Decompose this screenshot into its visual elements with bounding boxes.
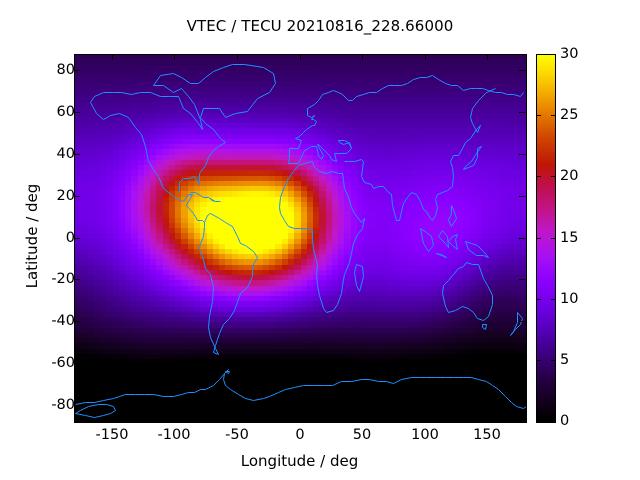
y-tick-right	[519, 70, 525, 71]
colorbar-tick-right	[551, 115, 556, 116]
x-tick-bottom	[237, 415, 238, 421]
x-tick-top	[362, 54, 363, 60]
colorbar-tick-label: 15	[560, 230, 579, 246]
y-tick-left	[74, 196, 80, 197]
y-tick-right	[519, 196, 525, 197]
y-tick-left	[74, 154, 80, 155]
colorbar-tick-label: 30	[560, 46, 579, 62]
y-tick-left	[74, 70, 80, 71]
y-tick-left	[74, 363, 80, 364]
x-tick-top	[112, 54, 113, 60]
y-tick-right	[519, 279, 525, 280]
x-tick-bottom	[300, 415, 301, 421]
y-tick-right	[519, 363, 525, 364]
y-tick-left	[74, 238, 80, 239]
x-tick-top	[487, 54, 488, 60]
y-tick-label: -20	[51, 271, 75, 287]
y-tick-right	[519, 321, 525, 322]
y-tick-label: 20	[56, 188, 75, 204]
y-tick-label: -60	[51, 355, 75, 371]
colorbar-tick-left	[536, 238, 541, 239]
colorbar-tick-right	[551, 299, 556, 300]
x-tick-label: -50	[225, 427, 249, 443]
colorbar-tick-label: 20	[560, 168, 579, 184]
y-tick-right	[519, 405, 525, 406]
y-axis-label: Latitude / deg	[23, 183, 41, 289]
y-tick-left	[74, 321, 80, 322]
page-title: VTEC / TECU 20210816_228.66000	[186, 17, 454, 35]
y-tick-label: 80	[56, 62, 75, 78]
colorbar-tick-right	[551, 360, 556, 361]
vtec-heatmap	[75, 55, 526, 422]
x-tick-label: 0	[295, 427, 305, 443]
x-tick-bottom	[112, 415, 113, 421]
y-tick-label: -80	[51, 397, 75, 413]
colorbar-tick-label: 5	[560, 352, 570, 368]
y-tick-left	[74, 112, 80, 113]
colorbar-tick-label: 0	[560, 413, 570, 429]
x-tick-label: 50	[352, 427, 372, 443]
x-tick-label: 100	[411, 427, 439, 443]
y-tick-label: 0	[65, 230, 75, 246]
x-tick-top	[425, 54, 426, 60]
colorbar-tick-right	[551, 176, 556, 177]
x-tick-top	[237, 54, 238, 60]
x-axis-label: Longitude / deg	[240, 452, 359, 470]
x-tick-label: -150	[95, 427, 129, 443]
colorbar-tick-label: 25	[560, 107, 579, 123]
x-tick-label: -100	[157, 427, 191, 443]
heatmap-plot-area	[74, 54, 527, 423]
x-tick-top	[174, 54, 175, 60]
y-tick-label: 60	[56, 104, 75, 120]
colorbar-tick-left	[536, 115, 541, 116]
colorbar-tick-right	[551, 238, 556, 239]
y-tick-right	[519, 112, 525, 113]
colorbar-tick-left	[536, 299, 541, 300]
colorbar-gradient	[537, 55, 555, 422]
x-tick-bottom	[362, 415, 363, 421]
x-tick-top	[300, 54, 301, 60]
y-tick-right	[519, 238, 525, 239]
x-tick-label: 150	[473, 427, 501, 443]
colorbar-tick-left	[536, 176, 541, 177]
colorbar-tick-left	[536, 360, 541, 361]
y-tick-label: 40	[56, 146, 75, 162]
x-tick-bottom	[487, 415, 488, 421]
x-tick-bottom	[425, 415, 426, 421]
y-tick-left	[74, 279, 80, 280]
y-tick-right	[519, 154, 525, 155]
colorbar-tick-label: 10	[560, 291, 579, 307]
y-tick-label: -40	[51, 313, 75, 329]
y-tick-left	[74, 405, 80, 406]
x-tick-bottom	[174, 415, 175, 421]
